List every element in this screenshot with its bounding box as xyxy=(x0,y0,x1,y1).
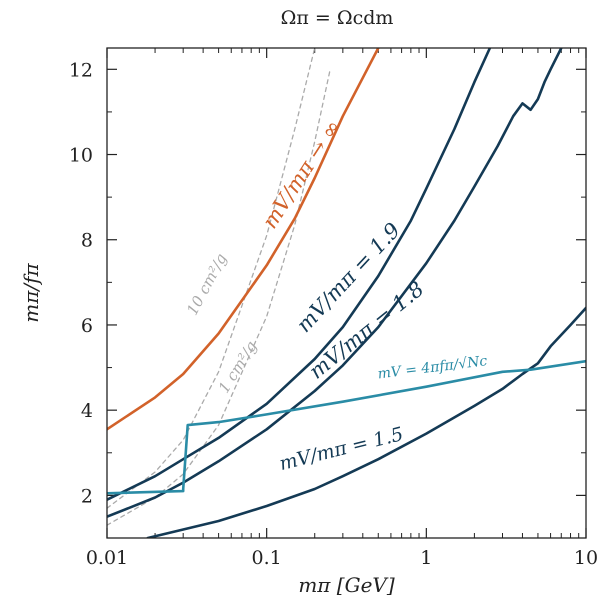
y-axis: 2 4 6 8 10 12 xyxy=(69,59,586,539)
plot-frame xyxy=(106,47,587,539)
x-tick-label: 1 xyxy=(420,547,432,569)
x-tick-label: 10 xyxy=(574,547,598,569)
y-tick-label: 6 xyxy=(81,315,93,337)
y-axis-label: mπ/fπ xyxy=(19,262,43,322)
y-tick-label: 8 xyxy=(81,230,93,252)
series-line-mv-4-f-nc xyxy=(107,359,586,495)
series-layer xyxy=(107,48,586,538)
curve-label: 10 cm²/g xyxy=(183,250,230,318)
chart-title: Ωπ = Ωcdm xyxy=(281,7,394,29)
curve-label: mV/mπ = 1.5 xyxy=(277,423,405,475)
series-line-10-cm-g xyxy=(107,48,316,509)
curve-label: 1 cm²/g xyxy=(215,338,261,396)
series-line-mv-m-1-9 xyxy=(107,48,492,502)
curve-label: mV/mπ → ∞ xyxy=(258,115,346,232)
series-line-1-cm-g xyxy=(107,68,331,526)
y-tick-label: 4 xyxy=(81,400,93,422)
x-tick-label: 0.1 xyxy=(252,547,282,569)
y-tick-label: 12 xyxy=(69,59,93,81)
series-line-mv-m xyxy=(107,48,380,431)
x-tick-label: 0.01 xyxy=(86,547,128,569)
x-axis-label: mπ [GeV] xyxy=(298,573,395,597)
y-tick-label: 10 xyxy=(69,145,93,167)
y-tick-label: 2 xyxy=(81,485,93,507)
series-line-mv-m-1-5 xyxy=(146,306,586,538)
series-line-mv-m-1-8 xyxy=(107,48,563,519)
